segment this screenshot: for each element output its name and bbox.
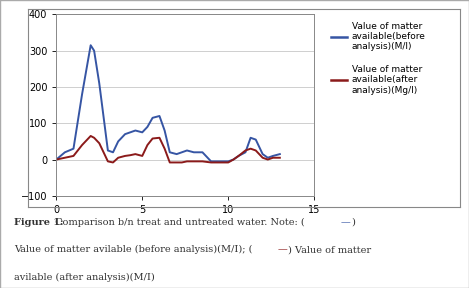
Text: —: —: [277, 245, 287, 254]
Text: Comparison b/n treat and untreated water. Note: (: Comparison b/n treat and untreated water…: [52, 218, 305, 227]
Text: ) Value of matter: ) Value of matter: [287, 245, 371, 254]
Text: Figure 1:: Figure 1:: [14, 218, 63, 227]
Legend: Value of matter
available(before
analysis)(M/l), Value of matter
available(after: Value of matter available(before analysi…: [328, 19, 428, 97]
Text: ): ): [352, 218, 356, 227]
Text: Value of matter avilable (before analysis)(M/I); (: Value of matter avilable (before analysi…: [14, 245, 252, 254]
Text: avilable (after analysis)(M/I): avilable (after analysis)(M/I): [14, 272, 155, 282]
Text: —: —: [340, 218, 350, 227]
